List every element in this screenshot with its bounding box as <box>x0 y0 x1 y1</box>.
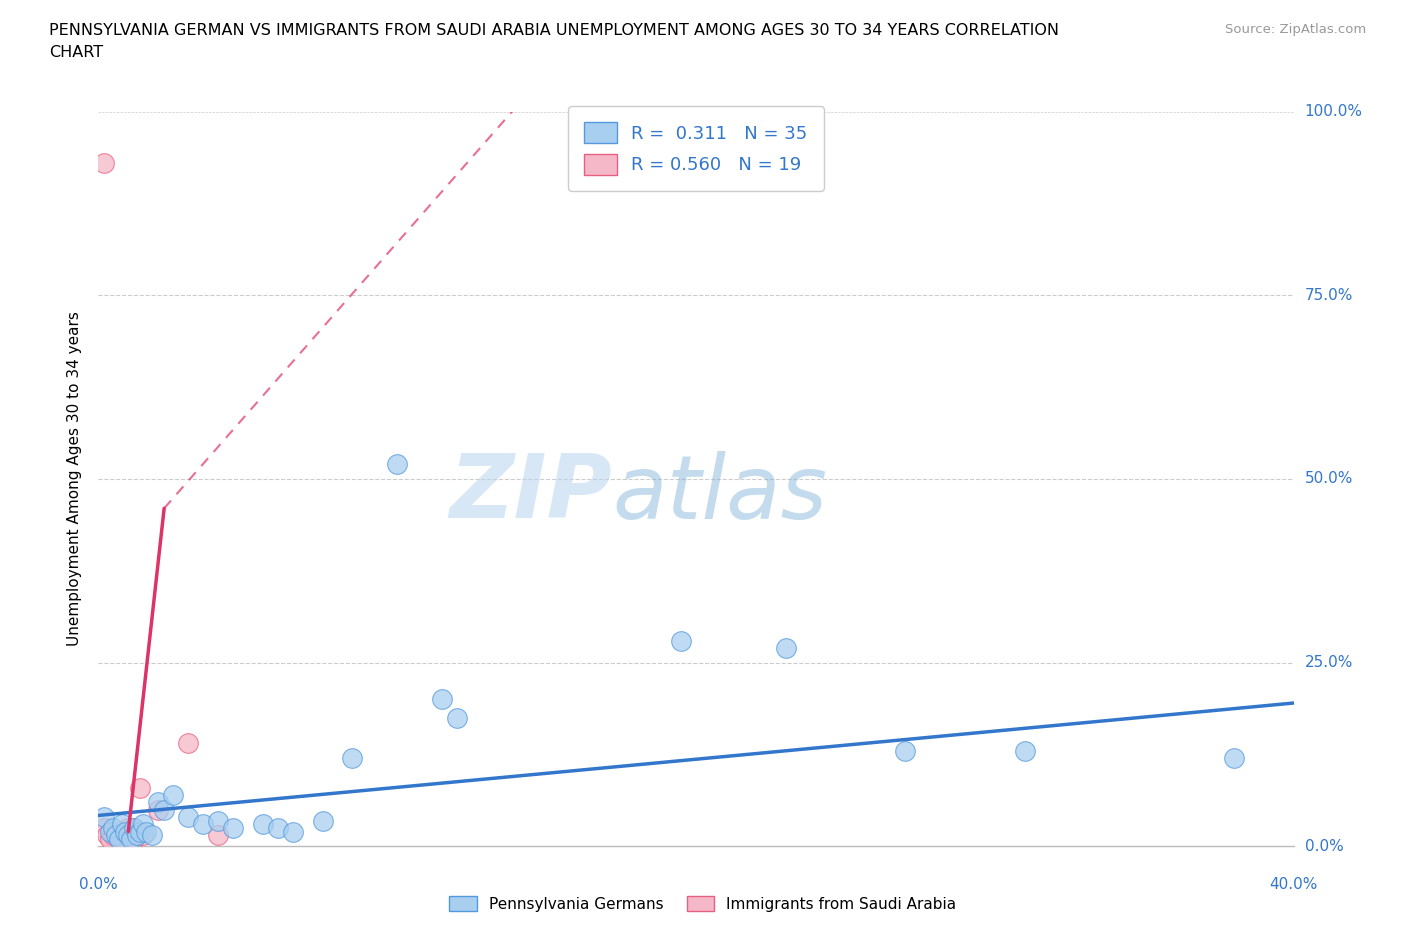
Point <box>127 828 149 843</box>
Point <box>669 633 692 648</box>
Point <box>267 820 290 835</box>
Text: atlas: atlas <box>613 451 827 537</box>
Point <box>153 802 176 817</box>
Point <box>129 824 152 839</box>
Point <box>177 809 200 824</box>
Point <box>129 780 152 795</box>
Point <box>120 828 142 843</box>
Text: 75.0%: 75.0% <box>1305 287 1353 303</box>
Text: Source: ZipAtlas.com: Source: ZipAtlas.com <box>1226 23 1367 36</box>
Point <box>124 831 146 846</box>
Point <box>342 751 364 765</box>
Point <box>111 831 134 846</box>
Point <box>207 828 229 843</box>
Point <box>98 824 122 839</box>
Point <box>135 824 157 839</box>
Text: PENNSYLVANIA GERMAN VS IMMIGRANTS FROM SAUDI ARABIA UNEMPLOYMENT AMONG AGES 30 T: PENNSYLVANIA GERMAN VS IMMIGRANTS FROM S… <box>49 23 1059 38</box>
Point <box>222 820 245 835</box>
Point <box>281 824 304 839</box>
Point <box>105 824 128 839</box>
Text: 100.0%: 100.0% <box>1305 104 1362 119</box>
Point <box>108 831 131 846</box>
Point <box>132 828 155 843</box>
Point <box>162 788 184 803</box>
Point <box>132 817 155 831</box>
Point <box>108 831 131 846</box>
Y-axis label: Unemployment Among Ages 30 to 34 years: Unemployment Among Ages 30 to 34 years <box>66 312 82 646</box>
Point <box>93 820 115 835</box>
Point <box>93 155 115 170</box>
Legend: R =  0.311   N = 35, R = 0.560   N = 19: R = 0.311 N = 35, R = 0.560 N = 19 <box>568 106 824 191</box>
Text: 0.0%: 0.0% <box>1305 839 1343 854</box>
Point <box>127 828 149 843</box>
Text: 25.0%: 25.0% <box>1305 655 1353 671</box>
Point <box>103 820 125 835</box>
Point <box>1223 751 1246 765</box>
Point <box>775 641 797 656</box>
Point <box>252 817 274 831</box>
Point <box>105 828 128 843</box>
Point <box>1014 743 1036 758</box>
Point <box>98 831 122 846</box>
Point <box>96 828 118 843</box>
Point <box>117 820 139 835</box>
Point <box>177 736 200 751</box>
Point <box>141 828 163 843</box>
Text: CHART: CHART <box>49 45 103 60</box>
Point <box>894 743 917 758</box>
Legend: Pennsylvania Germans, Immigrants from Saudi Arabia: Pennsylvania Germans, Immigrants from Sa… <box>443 889 963 918</box>
Point <box>385 457 409 472</box>
Point <box>207 813 229 828</box>
Text: 50.0%: 50.0% <box>1305 472 1353 486</box>
Point <box>117 828 139 843</box>
Point <box>124 820 146 835</box>
Point <box>103 828 125 843</box>
Text: 0.0%: 0.0% <box>79 877 118 892</box>
Point <box>114 824 136 839</box>
Point <box>114 824 136 839</box>
Point <box>148 795 170 810</box>
Point <box>430 692 453 707</box>
Point <box>120 831 142 846</box>
Point <box>148 802 170 817</box>
Point <box>93 809 115 824</box>
Point <box>311 813 333 828</box>
Point <box>191 817 214 831</box>
Text: ZIP: ZIP <box>450 450 613 538</box>
Point <box>446 711 468 725</box>
Point <box>124 820 146 835</box>
Text: 40.0%: 40.0% <box>1270 877 1317 892</box>
Point <box>111 817 134 831</box>
